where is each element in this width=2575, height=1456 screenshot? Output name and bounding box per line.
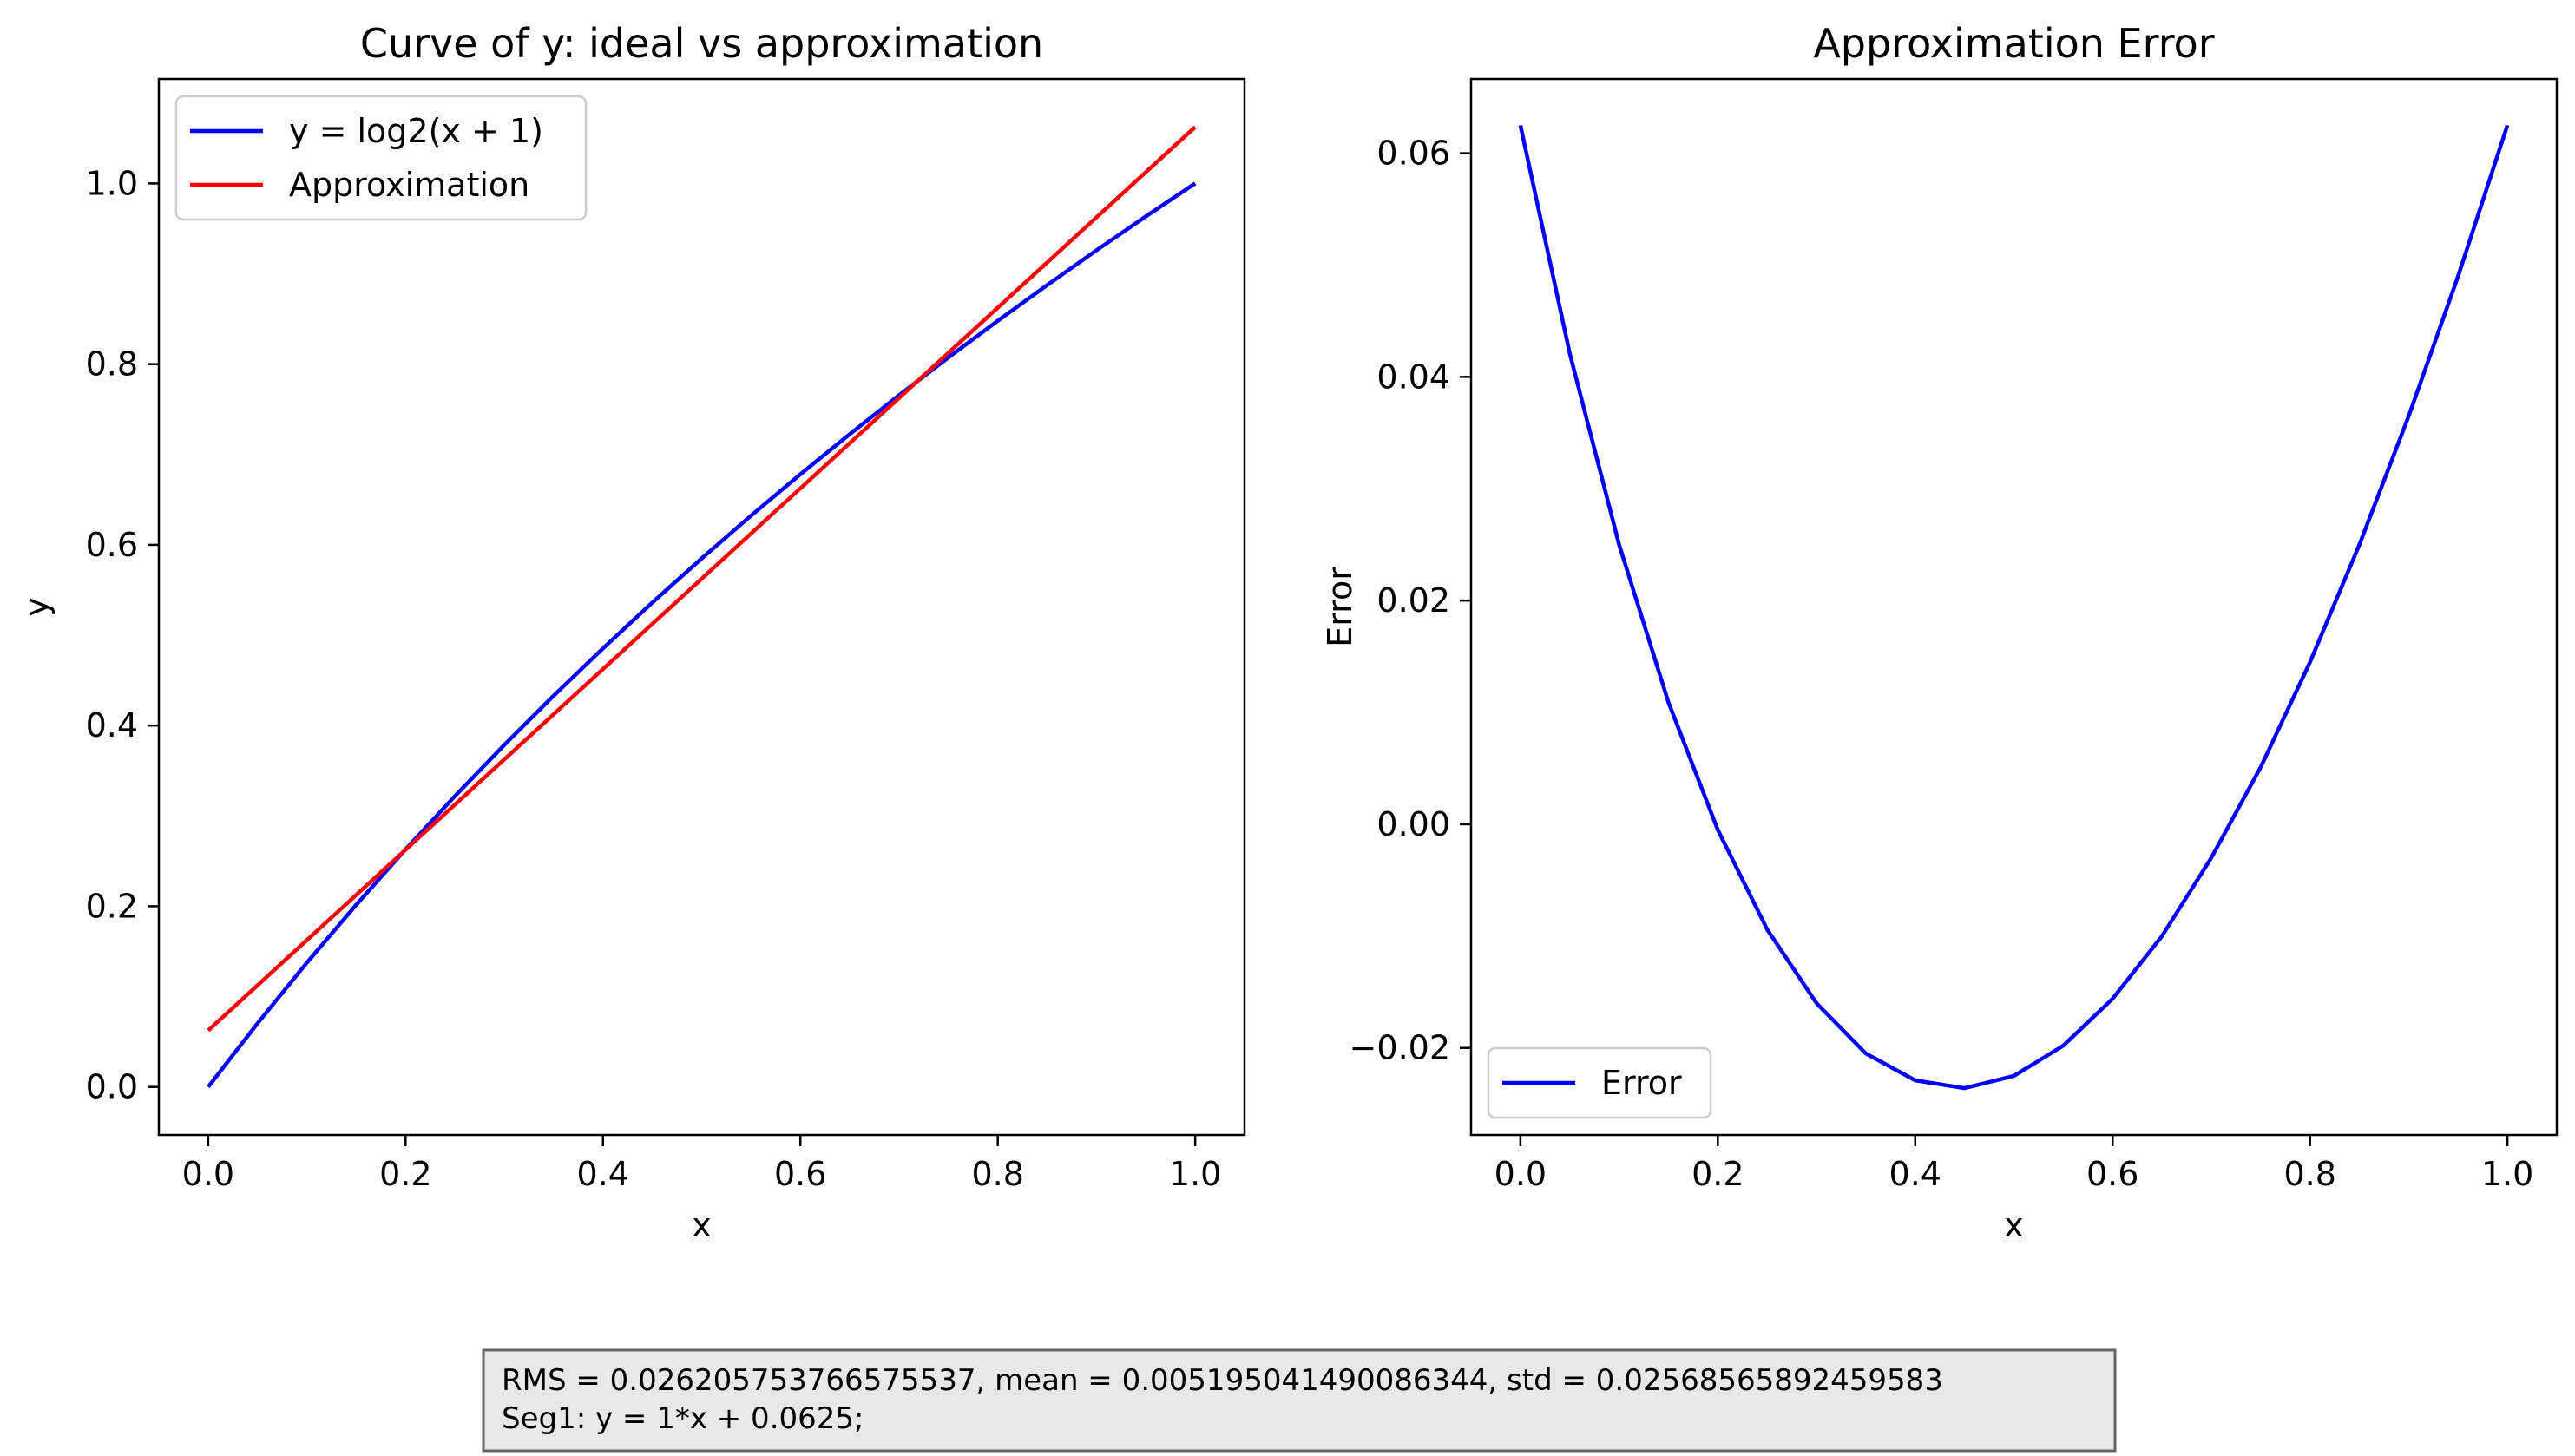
chart2-ytick-label: 0.02 xyxy=(1376,581,1450,620)
info-box: RMS = 0.026205753766575537, mean = 0.005… xyxy=(482,1348,2117,1453)
chart1-xtick-label: 0.0 xyxy=(182,1155,234,1193)
chart1-xtick-label: 0.8 xyxy=(971,1155,1023,1193)
chart-panels: 0.0 0.2 0.4 0.6 0.8 1.0 0.0 0.2 0.4 0.6 0.8 1.0 Curv… xyxy=(17,20,2559,1244)
chart2-xtick-label: 1.0 xyxy=(2481,1155,2533,1193)
chart2-ylabel: Error xyxy=(1321,567,1359,647)
chart2-xtick-label: 0.8 xyxy=(2283,1155,2335,1193)
chart1-legend: y = log2(x + 1) Approximation xyxy=(174,95,588,221)
chart2-xtick-label: 0.4 xyxy=(1889,1155,1941,1193)
chart2-xtick-label: 0.0 xyxy=(1494,1155,1547,1193)
chart1-xtick-label: 0.6 xyxy=(774,1155,826,1193)
chart2-legend: Error xyxy=(1487,1046,1712,1119)
chart1-ylabel: y xyxy=(17,597,56,617)
chart1-ytick-label: 0.6 xyxy=(86,526,138,564)
chart1-legend-label: y = log2(x + 1) xyxy=(289,112,543,150)
info-box-segment: Seg1: y = 1*x + 0.0625; xyxy=(502,1401,864,1436)
chart1-xtick-label: 0.2 xyxy=(379,1155,431,1193)
chart1-xtick-label: 0.4 xyxy=(577,1155,629,1193)
chart1-ytick-label: 0.0 xyxy=(86,1068,138,1106)
chart2-xtick-label: 0.2 xyxy=(1691,1155,1744,1193)
info-box-frame xyxy=(482,1348,2117,1453)
chart1-series-1-line xyxy=(207,181,1197,1089)
chart2-title: Approximation Error xyxy=(1813,20,2214,67)
chart2-xlabel: x xyxy=(2004,1206,2024,1244)
chart2-legend-label: Error xyxy=(1601,1064,1682,1102)
chart2-series-1-line xyxy=(1518,124,2510,1091)
info-box-stats: RMS = 0.026205753766575537, mean = 0.005… xyxy=(502,1363,1943,1398)
chart2-legend-frame xyxy=(1487,1046,1712,1119)
chart1-axes-frame xyxy=(157,77,1246,1137)
chart2-ytick-label: 0.06 xyxy=(1376,134,1450,173)
chart1-panel: 0.0 0.2 0.4 0.6 0.8 1.0 0.0 0.2 0.4 0.6 0.8 1.0 Curv… xyxy=(17,20,1246,1244)
chart2-ytick-label: −0.02 xyxy=(1350,1029,1450,1067)
chart2-axes-frame xyxy=(1469,77,2559,1137)
chart2-ytick-label: 0.00 xyxy=(1376,805,1450,843)
chart2-ytick-label: 0.04 xyxy=(1376,357,1450,396)
chart1-ytick-label: 0.4 xyxy=(86,706,138,744)
chart1-title: Curve of y: ideal vs approximation xyxy=(360,20,1043,67)
chart1-series-2-line xyxy=(207,125,1197,1033)
chart2-panel: 0.0 0.2 0.4 0.6 0.8 1.0 −0.02 0.00 0.02 0.04 0.06 A… xyxy=(1321,20,2559,1244)
chart2-xtick-label: 0.6 xyxy=(2086,1155,2138,1193)
chart1-ytick-label: 0.8 xyxy=(86,345,138,384)
chart1-ytick-label: 1.0 xyxy=(86,164,138,202)
chart1-xlabel: x xyxy=(692,1206,712,1244)
chart1-legend-frame xyxy=(174,95,588,221)
chart1-ytick-label: 0.2 xyxy=(86,887,138,925)
chart1-legend-label: Approximation xyxy=(289,166,529,204)
chart1-xtick-label: 1.0 xyxy=(1169,1155,1221,1193)
